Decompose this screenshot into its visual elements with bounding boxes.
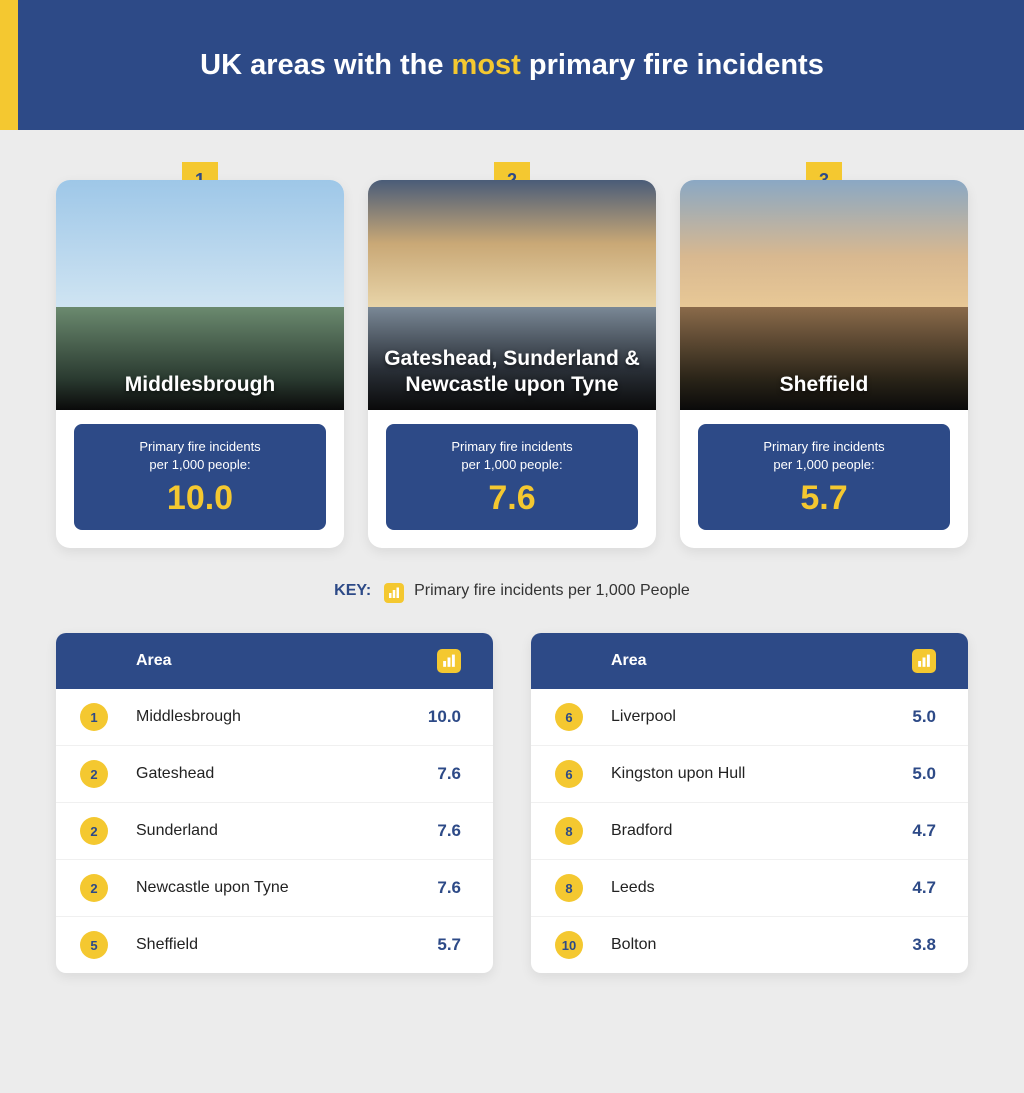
table-header: Area (56, 633, 493, 689)
area-value: 7.6 (437, 821, 461, 841)
city-image: Sheffield (680, 180, 968, 410)
area-name: Liverpool (611, 708, 912, 726)
tables-row: Area 1Middlesbrough10.02Gateshead7.62Sun… (0, 621, 1024, 1023)
area-value: 3.8 (912, 935, 936, 955)
rank-circle: 2 (80, 760, 108, 788)
city-name: Sheffield (680, 372, 968, 398)
area-name: Sunderland (136, 822, 437, 840)
area-value: 5.0 (912, 707, 936, 727)
city-image: Gateshead, Sunderland & Newcastle upon T… (368, 180, 656, 410)
col-area-header: Area (611, 652, 912, 670)
title-highlight: most (452, 49, 521, 81)
stat-box: Primary fire incidentsper 1,000 people: 5… (698, 424, 950, 530)
stat-label: Primary fire incidentsper 1,000 people: (394, 438, 630, 473)
city-image: Middlesbrough (56, 180, 344, 410)
rank-circle: 8 (555, 874, 583, 902)
city-name: Middlesbrough (56, 372, 344, 398)
stat-value: 10.0 (82, 479, 318, 518)
area-value: 7.6 (437, 764, 461, 784)
table-row: 6 Kingston upon Hull5.0 (531, 746, 968, 803)
stat-value: 5.7 (706, 479, 942, 518)
area-value: 4.7 (912, 821, 936, 841)
area-name: Middlesbrough (136, 708, 428, 726)
title-prefix: UK areas with the (200, 49, 451, 81)
bar-chart-icon (437, 649, 461, 673)
table-row: 1 Middlesbrough10.0 (56, 689, 493, 746)
top-card: 2Gateshead, Sunderland & Newcastle upon … (368, 180, 656, 548)
area-name: Bolton (611, 936, 912, 954)
table-row: 8 Leeds4.7 (531, 860, 968, 917)
col-area-header: Area (136, 652, 437, 670)
area-name: Gateshead (136, 765, 437, 783)
table-row: 2 Newcastle upon Tyne7.6 (56, 860, 493, 917)
top-card: 3SheffieldPrimary fire incidentsper 1,00… (680, 180, 968, 548)
rank-circle: 6 (555, 703, 583, 731)
table-row: 6 Liverpool5.0 (531, 689, 968, 746)
area-name: Bradford (611, 822, 912, 840)
page-header: UK areas with the most primary fire inci… (0, 0, 1024, 130)
table-row: 2 Sunderland7.6 (56, 803, 493, 860)
table-row: 5 Sheffield5.7 (56, 917, 493, 973)
stat-label: Primary fire incidentsper 1,000 people: (82, 438, 318, 473)
area-value: 10.0 (428, 707, 461, 727)
area-name: Leeds (611, 879, 912, 897)
area-value: 5.0 (912, 764, 936, 784)
city-name: Gateshead, Sunderland & Newcastle upon T… (368, 346, 656, 399)
table-row: 8 Bradford4.7 (531, 803, 968, 860)
table-right: Area 6Liverpool5.06Kingston upon Hull5.0… (531, 633, 968, 973)
bar-chart-icon (384, 583, 404, 603)
legend-label: KEY: (334, 582, 371, 599)
table-row: 2 Gateshead7.6 (56, 746, 493, 803)
rank-circle: 8 (555, 817, 583, 845)
rank-circle: 6 (555, 760, 583, 788)
top-cards-row: 1MiddlesbroughPrimary fire incidentsper … (0, 130, 1024, 572)
rank-circle: 2 (80, 817, 108, 845)
area-value: 4.7 (912, 878, 936, 898)
legend-row: KEY: Primary fire incidents per 1,000 Pe… (0, 572, 1024, 621)
rank-circle: 10 (555, 931, 583, 959)
table-header: Area (531, 633, 968, 689)
header-accent-bar (0, 0, 18, 130)
rank-circle: 2 (80, 874, 108, 902)
bar-chart-icon (912, 649, 936, 673)
area-name: Sheffield (136, 936, 437, 954)
area-name: Newcastle upon Tyne (136, 879, 437, 897)
stat-label: Primary fire incidentsper 1,000 people: (706, 438, 942, 473)
stat-box: Primary fire incidentsper 1,000 people: 1… (74, 424, 326, 530)
page-title: UK areas with the most primary fire inci… (200, 49, 824, 82)
area-value: 5.7 (437, 935, 461, 955)
legend-text: Primary fire incidents per 1,000 People (414, 582, 690, 599)
stat-box: Primary fire incidentsper 1,000 people: 7… (386, 424, 638, 530)
table-row: 10 Bolton3.8 (531, 917, 968, 973)
rank-circle: 1 (80, 703, 108, 731)
title-suffix: primary fire incidents (521, 49, 824, 81)
top-card: 1MiddlesbroughPrimary fire incidentsper … (56, 180, 344, 548)
area-value: 7.6 (437, 878, 461, 898)
table-left: Area 1Middlesbrough10.02Gateshead7.62Sun… (56, 633, 493, 973)
area-name: Kingston upon Hull (611, 765, 912, 783)
stat-value: 7.6 (394, 479, 630, 518)
rank-circle: 5 (80, 931, 108, 959)
